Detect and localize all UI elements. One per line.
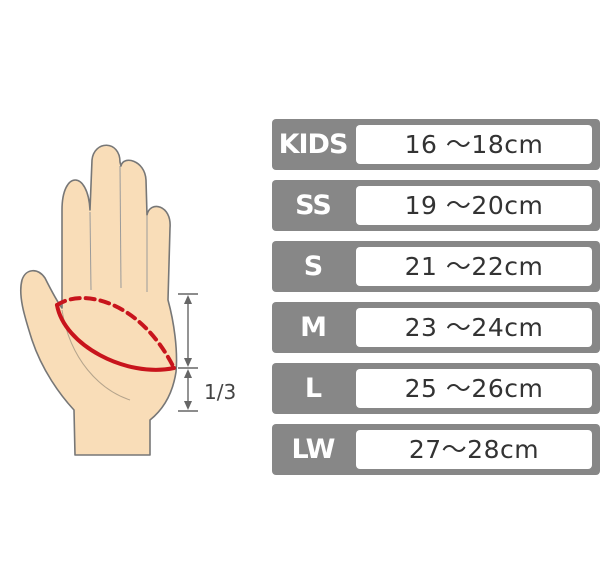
measure-line-front (55, 303, 176, 372)
measure-line-back (55, 296, 176, 370)
size-row: LW 27～28cm (272, 424, 600, 475)
arrow-upper-head-top (184, 295, 192, 304)
size-range: 23 ～24cm (404, 313, 544, 342)
arrow-upper-head-bottom (184, 358, 192, 367)
size-label: M (300, 312, 327, 343)
size-range-box: 16 ～18cm (356, 125, 592, 164)
finger-crease-2 (119, 165, 122, 289)
palm-measurement-loop (55, 296, 176, 372)
size-label: S (303, 251, 323, 282)
size-row: SS 19 ～20cm (272, 180, 600, 231)
arrow-lower-head-top (184, 369, 192, 378)
hand-measurement-diagram (19, 144, 198, 456)
size-range: 16 ～18cm (404, 130, 544, 159)
fraction-label: 1/3 (204, 380, 237, 404)
size-row: KIDS 16 ～18cm (272, 119, 600, 170)
size-chart-table: KIDS 16 ～18cm SS 19 ～20cm S 21 ～22cm M 23 ～24cm… (272, 119, 600, 485)
size-row: M 23 ～24cm (272, 302, 600, 353)
dimension-arrow-icon (178, 293, 198, 412)
size-range: 25 ～26cm (404, 374, 544, 403)
size-range: 27～28cm (408, 435, 540, 464)
size-range-box: 27～28cm (356, 430, 592, 469)
size-label: LW (291, 434, 336, 465)
size-range: 21 ～22cm (404, 252, 544, 281)
size-range-box: 21 ～22cm (356, 247, 592, 286)
size-row: L 25 ～26cm (272, 363, 600, 414)
size-row: S 21 ～22cm (272, 241, 600, 292)
arrow-lower-head-bottom (184, 401, 192, 410)
size-label: L (304, 373, 322, 404)
size-range: 19 ～20cm (404, 191, 544, 220)
finger-crease-1 (89, 211, 92, 291)
size-range-box: 19 ～20cm (356, 186, 592, 225)
size-range-box: 23 ～24cm (356, 308, 592, 347)
size-label: KIDS (278, 129, 349, 160)
size-label: SS (295, 190, 332, 221)
size-range-box: 25 ～26cm (356, 369, 592, 408)
